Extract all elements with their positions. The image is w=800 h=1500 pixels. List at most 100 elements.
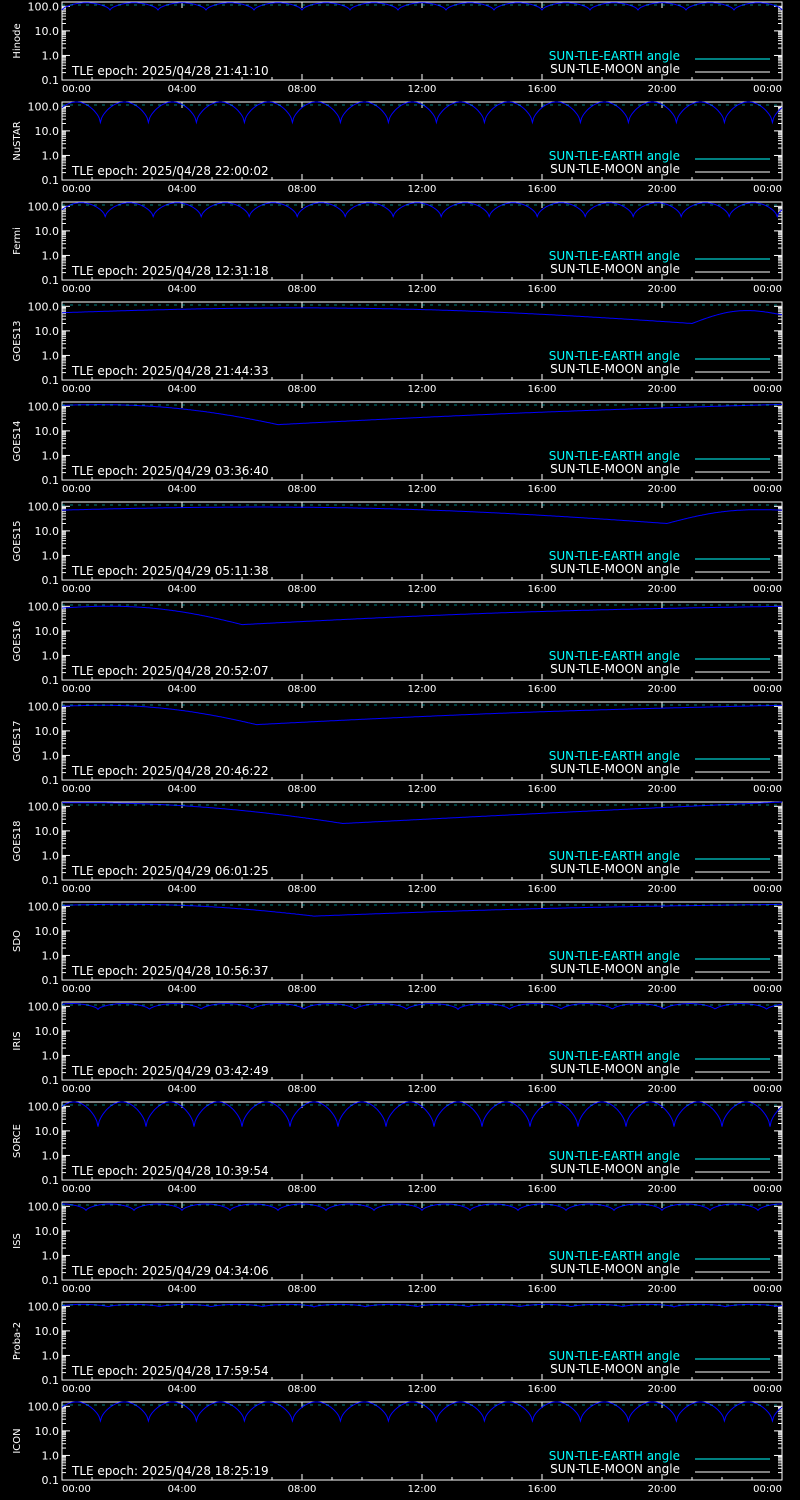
legend-moon-label: SUN-TLE-MOON angle [550, 1362, 680, 1376]
x-tick-label: 08:00 [288, 1284, 317, 1295]
x-tick-label: 00:00 [753, 1184, 782, 1195]
y-tick-label: 10.0 [35, 925, 60, 938]
tle-epoch-text: TLE epoch: 2025/04/29 05:11:38 [71, 564, 269, 578]
y-tick-label: 0.1 [42, 874, 60, 887]
x-tick-label: 16:00 [528, 1384, 557, 1395]
x-tick-label: 00:00 [62, 1084, 91, 1095]
satellite-label: ISS [12, 1233, 23, 1249]
x-tick-label: 12:00 [408, 684, 437, 695]
x-tick-label: 04:00 [168, 784, 197, 795]
y-tick-label: 10.0 [35, 125, 60, 138]
x-tick-label: 20:00 [648, 384, 677, 395]
x-tick-label: 00:00 [753, 684, 782, 695]
legend-moon-label: SUN-TLE-MOON angle [550, 1262, 680, 1276]
y-tick-label: 1.0 [42, 1449, 60, 1462]
legend-earth-label: SUN-TLE-EARTH angle [549, 249, 680, 263]
chart-panel-hinode: 100.010.01.00.100:00 04:00 08:00 12:00 16:00… [12, 0, 783, 95]
x-tick-label: 00:00 [62, 1484, 91, 1495]
y-tick-label: 0.1 [42, 1274, 60, 1287]
y-tick-label: 10.0 [35, 1125, 60, 1138]
legend-earth-label: SUN-TLE-EARTH angle [549, 1149, 680, 1163]
sun-tle-earth-curve [62, 506, 782, 525]
x-tick-label: 08:00 [288, 1184, 317, 1195]
legend-moon-label: SUN-TLE-MOON angle [550, 562, 680, 576]
tle-epoch-text: TLE epoch: 2025/04/29 03:42:49 [71, 1064, 269, 1078]
y-tick-label: 10.0 [35, 625, 60, 638]
x-tick-label: 04:00 [168, 1284, 197, 1295]
legend-moon-label: SUN-TLE-MOON angle [550, 62, 680, 76]
y-tick-label: 1.0 [42, 949, 60, 962]
chart-panel-sorce: 100.010.01.00.100:00 04:00 08:00 12:00 16:00… [12, 1100, 783, 1195]
y-tick-label: 0.1 [42, 774, 60, 787]
y-tick-label: 100.0 [28, 300, 60, 313]
chart-panel-goes13: 100.010.01.00.100:00 04:00 08:00 12:00 16:00… [12, 300, 783, 395]
x-tick-label: 12:00 [408, 1384, 437, 1395]
x-tick-label: 16:00 [528, 384, 557, 395]
x-tick-label: 00:00 [62, 384, 91, 395]
x-tick-label: 20:00 [648, 1284, 677, 1295]
sun-tle-earth-curve [62, 307, 783, 325]
y-tick-label: 0.1 [42, 1374, 60, 1387]
x-tick-label: 04:00 [168, 984, 197, 995]
chart-panel-iris: 100.010.01.00.100:00 04:00 08:00 12:00 16:00… [12, 1000, 783, 1095]
x-tick-label: 04:00 [168, 1084, 197, 1095]
tle-epoch-text: TLE epoch: 2025/04/28 21:41:10 [71, 64, 269, 78]
x-tick-label: 12:00 [408, 184, 437, 195]
y-tick-label: 0.1 [42, 74, 60, 87]
y-tick-label: 1.0 [42, 449, 60, 462]
sun-tle-earth-curve [62, 903, 782, 917]
legend-earth-label: SUN-TLE-EARTH angle [549, 549, 680, 563]
x-tick-label: 08:00 [288, 584, 317, 595]
y-tick-label: 1.0 [42, 549, 60, 562]
y-tick-label: 10.0 [35, 1325, 60, 1338]
y-tick-label: 1.0 [42, 1249, 60, 1262]
legend-earth-label: SUN-TLE-EARTH angle [549, 1049, 680, 1063]
x-tick-label: 08:00 [288, 884, 317, 895]
sun-tle-earth-curve [61, 2, 783, 11]
x-tick-label: 20:00 [648, 684, 677, 695]
x-tick-label: 20:00 [648, 1484, 677, 1495]
chart-panel-proba-2: 100.010.01.00.100:00 04:00 08:00 12:00 16:00… [12, 1300, 783, 1395]
x-tick-label: 12:00 [408, 584, 437, 595]
chart-panel-goes15: 100.010.01.00.100:00 04:00 08:00 12:00 16:00… [12, 500, 783, 595]
x-tick-label: 00:00 [753, 884, 782, 895]
tle-epoch-text: TLE epoch: 2025/04/28 10:56:37 [71, 964, 269, 978]
x-tick-label: 00:00 [753, 584, 782, 595]
x-tick-label: 16:00 [528, 1484, 557, 1495]
y-tick-label: 100.0 [28, 900, 60, 913]
x-tick-label: 08:00 [288, 284, 317, 295]
tle-epoch-text: TLE epoch: 2025/04/28 22:00:02 [71, 164, 269, 178]
satellite-label: Hinode [12, 23, 23, 58]
x-tick-label: 16:00 [528, 84, 557, 95]
legend-moon-label: SUN-TLE-MOON angle [550, 1062, 680, 1076]
x-tick-label: 20:00 [648, 784, 677, 795]
satellite-label: Proba-2 [12, 1322, 23, 1360]
tle-epoch-text: TLE epoch: 2025/04/29 03:36:40 [71, 464, 269, 478]
x-tick-label: 00:00 [62, 684, 91, 695]
sun-tle-earth-curve [61, 1401, 783, 1423]
satellite-label: GOES13 [12, 320, 23, 361]
legend-moon-label: SUN-TLE-MOON angle [550, 862, 680, 876]
x-tick-label: 04:00 [168, 1484, 197, 1495]
legend-moon-label: SUN-TLE-MOON angle [550, 362, 680, 376]
legend-earth-label: SUN-TLE-EARTH angle [549, 949, 680, 963]
x-tick-label: 04:00 [168, 584, 197, 595]
chart-panel-goes18: 100.010.01.00.100:00 04:00 08:00 12:00 16:00… [12, 800, 783, 895]
tle-epoch-text: TLE epoch: 2025/04/29 04:34:06 [71, 1264, 269, 1278]
y-tick-label: 0.1 [42, 274, 60, 287]
y-tick-label: 1.0 [42, 249, 60, 262]
x-tick-label: 08:00 [288, 384, 317, 395]
x-tick-label: 20:00 [648, 884, 677, 895]
y-tick-label: 1.0 [42, 349, 60, 362]
satellite-label: SORCE [12, 1124, 23, 1158]
x-tick-label: 16:00 [528, 184, 557, 195]
x-tick-label: 00:00 [62, 884, 91, 895]
satellite-label: Fermi [12, 227, 23, 255]
x-tick-label: 20:00 [648, 184, 677, 195]
x-tick-label: 08:00 [288, 984, 317, 995]
y-tick-label: 100.0 [28, 1200, 60, 1213]
x-tick-label: 00:00 [62, 1384, 91, 1395]
x-tick-label: 16:00 [528, 1084, 557, 1095]
x-tick-label: 20:00 [648, 1184, 677, 1195]
